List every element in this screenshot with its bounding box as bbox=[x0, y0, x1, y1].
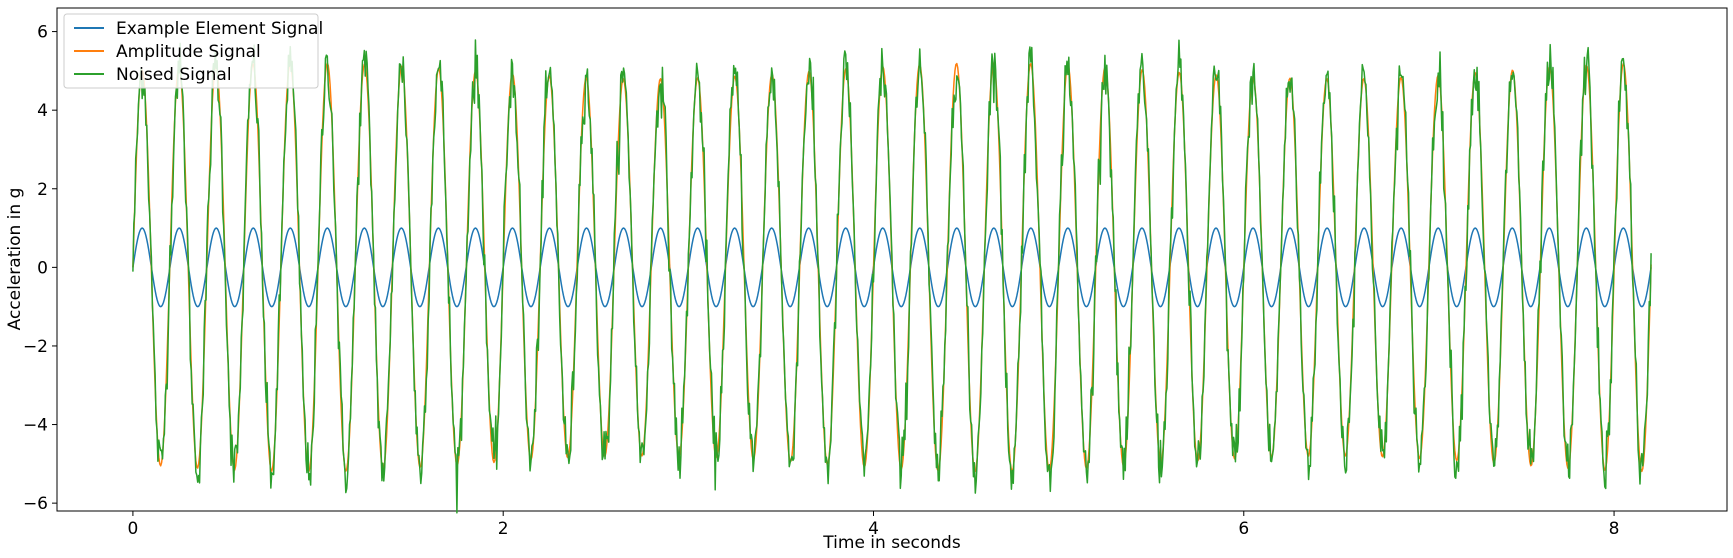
x-axis-ticks: 0 2 4 6 8 bbox=[127, 511, 1619, 539]
legend-label-amplitude: Amplitude Signal bbox=[116, 42, 261, 62]
legend-label-example: Example Element Signal bbox=[116, 19, 323, 39]
x-tick-label: 4 bbox=[868, 519, 879, 539]
y-tick-label: 6 bbox=[37, 23, 48, 43]
x-tick-label: 8 bbox=[1609, 519, 1620, 539]
legend: Example Element Signal Amplitude Signal … bbox=[63, 13, 323, 89]
noised-signal-line bbox=[132, 39, 1652, 514]
y-tick-label: 0 bbox=[37, 258, 48, 278]
y-axis-label: Acceleration in g bbox=[5, 188, 25, 331]
y-tick-label: 4 bbox=[37, 101, 48, 121]
x-tick-label: 0 bbox=[127, 519, 138, 539]
x-tick-label: 6 bbox=[1238, 519, 1249, 539]
y-tick-label: −2 bbox=[23, 337, 48, 357]
y-tick-label: −6 bbox=[23, 494, 48, 514]
y-tick-label: 2 bbox=[37, 180, 48, 200]
series-layer bbox=[132, 39, 1652, 514]
legend-label-noised: Noised Signal bbox=[116, 65, 232, 85]
x-tick-label: 2 bbox=[498, 519, 509, 539]
x-axis-label: Time in seconds bbox=[822, 533, 961, 553]
y-tick-label: −4 bbox=[23, 416, 48, 436]
y-axis-ticks: −6 −4 −2 0 2 4 6 bbox=[23, 23, 57, 514]
legend-box bbox=[63, 13, 319, 89]
